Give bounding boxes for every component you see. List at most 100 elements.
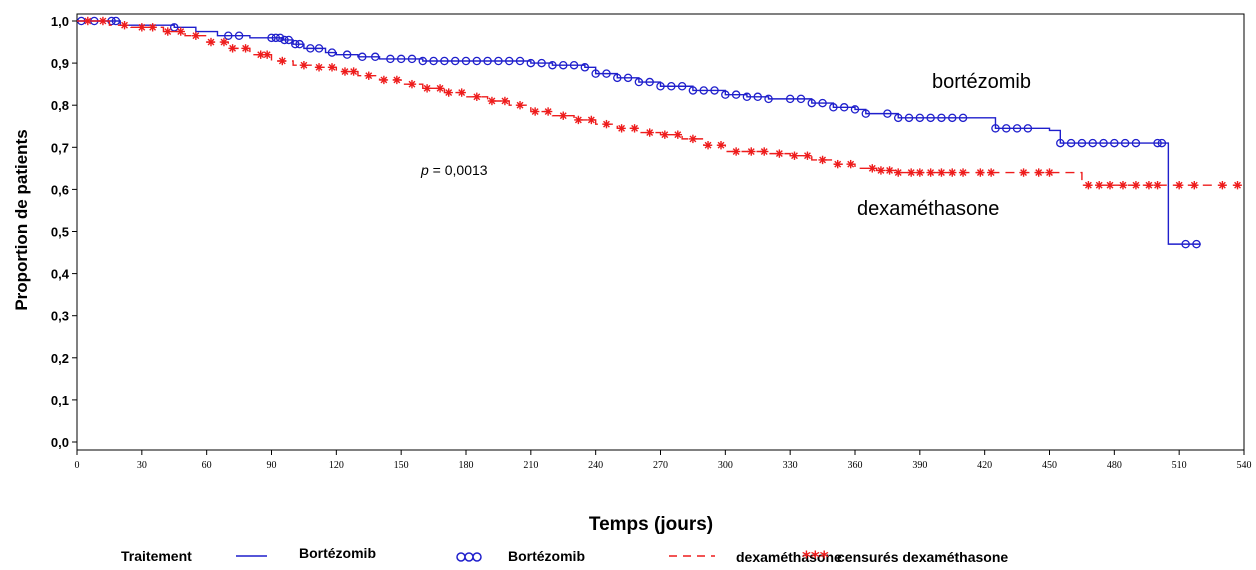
censor-marker-circle	[1099, 138, 1108, 148]
censor-marker-circle	[580, 63, 590, 72]
legend-title: Traitement	[121, 548, 192, 564]
y-axis-label: Proportion de patients	[12, 129, 31, 310]
y-tick-label: 0,3	[51, 309, 69, 324]
censor-marker-circle	[1131, 138, 1141, 148]
x-tick-label: 90	[267, 460, 277, 471]
censor-marker-star	[818, 155, 827, 165]
censor-marker-circle	[861, 109, 871, 118]
censor-marker-circle	[234, 31, 244, 40]
legend-circle-marker	[472, 552, 482, 562]
censor-marker-star	[472, 92, 482, 101]
censor-marker-star	[885, 166, 894, 175]
censor-marker-circle	[280, 35, 289, 45]
x-tick-label: 270	[653, 460, 668, 471]
censor-marker-circle	[472, 56, 482, 66]
censor-marker-star	[1153, 180, 1162, 190]
x-tick-label: 330	[783, 460, 798, 471]
censor-marker-star	[422, 84, 432, 93]
x-tick-label: 30	[137, 460, 147, 471]
censor-marker-circle	[602, 69, 611, 78]
censor-marker-star	[1019, 168, 1028, 177]
censor-marker-star	[530, 107, 540, 116]
censor-marker-circle	[494, 56, 503, 66]
censor-marker-star	[747, 147, 756, 156]
censor-marker-star	[219, 37, 229, 47]
censor-marker-circle	[742, 92, 752, 102]
censor-marker-circle	[623, 73, 633, 83]
censor-marker-star	[846, 159, 855, 169]
series-bortezomib	[77, 16, 1201, 249]
series-line-bortezomib	[77, 20, 1201, 245]
censor-marker-circle	[515, 56, 525, 66]
censor-marker-star	[407, 79, 417, 89]
x-tick-label: 390	[912, 460, 927, 471]
censor-marker-star	[574, 115, 583, 125]
censor-marker-circle	[386, 54, 395, 64]
plot-area	[76, 13, 1245, 451]
censor-marker-circle	[461, 56, 471, 66]
censor-marker-star	[703, 140, 713, 150]
censor-marker-star	[278, 56, 287, 66]
censor-marker-circle	[893, 113, 903, 123]
censor-marker-circle	[634, 77, 644, 87]
censor-marker-circle	[688, 86, 698, 95]
censor-marker-circle	[1192, 239, 1201, 249]
censor-marker-star	[457, 88, 466, 97]
annotation-p-symbol: p	[420, 162, 429, 178]
censor-marker-circle	[613, 73, 622, 83]
annotation-dexamethasone: dexaméthasone	[857, 198, 999, 220]
censor-marker-circle	[807, 98, 817, 108]
censor-marker-star	[241, 44, 250, 53]
x-tick-label: 510	[1172, 460, 1187, 471]
censor-marker-star	[775, 149, 784, 158]
censor-marker-circle	[839, 103, 849, 112]
censor-marker-circle	[1110, 138, 1119, 148]
censor-marker-star	[163, 27, 172, 36]
censor-marker-circle	[1012, 124, 1022, 133]
censor-marker-circle	[1077, 138, 1087, 148]
censor-marker-star	[587, 115, 596, 125]
censor-marker-circle	[526, 58, 536, 68]
x-tick-label: 300	[718, 460, 733, 471]
censor-marker-circle	[407, 54, 417, 64]
censor-marker-star	[327, 63, 337, 72]
censor-marker-circle	[721, 90, 730, 99]
censor-marker-star	[803, 151, 812, 160]
censor-marker-star	[1174, 180, 1184, 190]
censor-marker-circle	[1088, 138, 1097, 148]
y-tick-label: 0,9	[51, 56, 69, 71]
censor-marker-star	[1084, 180, 1093, 190]
censor-marker-circle	[937, 113, 946, 123]
legend-circle-marker	[464, 552, 474, 562]
x-tick-label: 120	[329, 460, 344, 471]
censor-marker-circle	[1056, 138, 1065, 148]
annotation-p-value: p = 0,0013	[420, 162, 488, 178]
censor-marker-star	[83, 16, 93, 26]
censor-marker-star	[1233, 180, 1242, 190]
censor-marker-circle	[1181, 239, 1190, 249]
x-tick-label: 180	[459, 460, 474, 471]
censor-marker-star	[976, 168, 985, 177]
censor-marker-star	[894, 168, 903, 177]
censor-marker-circle	[926, 113, 935, 123]
censor-marker-star	[790, 151, 799, 160]
series-line-dexamethasone	[77, 20, 1244, 186]
legend-label-dexamethasone-censored: censurés dexaméthasone	[837, 549, 1008, 565]
censor-marker-star	[543, 107, 553, 116]
censor-marker-circle	[915, 113, 925, 123]
censor-marker-star	[602, 119, 611, 129]
x-tick-label: 540	[1237, 460, 1252, 471]
x-tick-label: 450	[1042, 460, 1057, 471]
censor-marker-star	[206, 37, 216, 47]
y-tick-label: 0,5	[51, 225, 69, 240]
censor-marker-circle	[731, 90, 741, 99]
x-tick-label: 360	[848, 460, 863, 471]
y-tick-label: 0,0	[51, 435, 69, 450]
censor-marker-circle	[429, 56, 438, 66]
censor-marker-circle	[483, 56, 492, 66]
censor-marker-star	[645, 128, 654, 137]
censor-marker-circle	[1153, 138, 1162, 148]
y-tick-label: 0,2	[51, 351, 69, 366]
censor-marker-circle	[306, 44, 315, 53]
